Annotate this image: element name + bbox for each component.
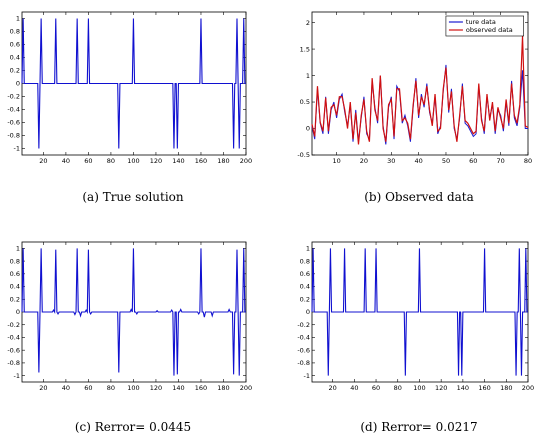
x-tick-label: 40: [62, 384, 70, 392]
y-tick-label: -0.6: [297, 346, 310, 354]
x-tick-label: 200: [240, 157, 252, 165]
y-tick-label: 0.6: [300, 270, 310, 278]
x-tick-label: 100: [413, 384, 425, 392]
y-tick-label: 0: [16, 80, 20, 88]
legend-label: ture data: [466, 18, 496, 26]
y-tick-label: 0.2: [300, 295, 310, 303]
x-tick-label: 160: [195, 384, 207, 392]
legend-label: observed data: [466, 26, 513, 34]
signal-line: [21, 18, 246, 149]
signal-line: [21, 248, 246, 376]
y-tick-label: 0.2: [10, 295, 20, 303]
caption-observed-data: (b) Observed data: [364, 190, 474, 204]
y-tick-label: -0.8: [7, 132, 20, 140]
x-tick-label: 100: [127, 157, 139, 165]
y-tick-label: 2: [306, 19, 310, 27]
x-tick-label: 140: [172, 157, 184, 165]
y-tick-label: 0.6: [10, 41, 20, 49]
y-tick-label: 0.4: [10, 54, 20, 62]
x-tick-label: 60: [372, 384, 380, 392]
y-tick-label: -0.8: [297, 359, 310, 367]
y-tick-label: -0.2: [7, 321, 20, 329]
x-tick-label: 120: [150, 384, 162, 392]
x-tick-label: 40: [414, 157, 422, 165]
y-tick-label: 0.8: [10, 28, 20, 36]
y-tick-label: -0.2: [297, 321, 310, 329]
x-tick-label: 70: [497, 157, 505, 165]
y-tick-label: -0.6: [7, 119, 20, 127]
axes-box: [311, 11, 529, 156]
y-tick-label: 0: [306, 125, 310, 133]
signal-line: [311, 248, 528, 376]
y-tick-label: -0.4: [7, 106, 20, 114]
y-tick-label: 0.2: [10, 67, 20, 75]
y-tick-label: 0.6: [10, 270, 20, 278]
y-tick-label: -0.5: [297, 151, 310, 159]
x-tick-label: 160: [195, 157, 207, 165]
x-tick-label: 80: [107, 157, 115, 165]
y-tick-label: 0.4: [300, 283, 310, 291]
x-tick-label: 20: [360, 157, 368, 165]
y-tick-label: 1: [16, 15, 20, 23]
x-tick-label: 180: [217, 384, 229, 392]
y-tick-label: -0.2: [7, 93, 20, 101]
x-tick-label: 20: [328, 384, 336, 392]
y-tick-label: 0.4: [10, 283, 20, 291]
chart-true-solution: 1 0.8 0.6 0.4 0.2 0 -0.2 -0.4 -0.6 -0.8 -1 20 40 60 80…: [7, 11, 252, 165]
x-tick-label: 30: [387, 157, 395, 165]
x-tick-label: 100: [127, 384, 139, 392]
x-tick-label: 200: [240, 384, 252, 392]
y-tick-label: 1: [306, 72, 310, 80]
y-tick-label: 1: [16, 245, 20, 253]
y-tick-label: -0.8: [7, 359, 20, 367]
x-tick-label: 140: [172, 384, 184, 392]
x-tick-label: 160: [478, 384, 490, 392]
chart-rerror-0445: 1 0.8 0.6 0.4 0.2 0 -0.2 -0.4 -0.6 -0.8 -1 20 40 60 80…: [7, 241, 252, 392]
x-tick-label: 140: [457, 384, 469, 392]
chart-observed-data: 2 1.5 1 0.5 0 -0.5 10 20 30 40 50 60 70 80 ture dataob…: [297, 11, 532, 165]
x-tick-label: 20: [39, 384, 47, 392]
x-tick-label: 80: [394, 384, 402, 392]
caption-true-solution: (a) True solution: [82, 190, 184, 204]
chart-rerror-0217: 1 0.8 0.6 0.4 0.2 0 -0.2 -0.4 -0.6 -0.8 -1 20 40 60 80…: [297, 241, 534, 392]
x-tick-label: 180: [500, 384, 512, 392]
x-tick-label: 180: [217, 157, 229, 165]
x-tick-label: 10: [332, 157, 340, 165]
x-tick-label: 200: [522, 384, 534, 392]
x-tick-label: 120: [150, 157, 162, 165]
caption-rerror-0217: (d) Rerror= 0.0217: [360, 420, 478, 434]
y-tick-label: 0.5: [300, 98, 310, 106]
y-tick-label: -1: [304, 372, 310, 380]
y-tick-label: 0.8: [10, 257, 20, 265]
series-line-observed: [311, 35, 529, 145]
x-tick-label: 20: [39, 157, 47, 165]
y-tick-label: -1: [14, 145, 20, 153]
x-tick-label: 60: [469, 157, 477, 165]
x-tick-label: 60: [84, 157, 92, 165]
y-tick-label: 0: [306, 308, 310, 316]
y-tick-label: -0.4: [7, 334, 20, 342]
x-tick-label: 80: [524, 157, 532, 165]
x-tick-label: 40: [62, 157, 70, 165]
y-tick-label: 1: [306, 245, 310, 253]
x-tick-label: 40: [350, 384, 358, 392]
x-tick-label: 50: [442, 157, 450, 165]
y-tick-label: -0.4: [297, 334, 310, 342]
y-tick-label: -1: [14, 372, 20, 380]
legend-box: [445, 15, 524, 37]
y-tick-label: 0: [16, 308, 20, 316]
y-tick-label: -0.6: [7, 346, 20, 354]
x-tick-label: 60: [84, 384, 92, 392]
y-tick-label: 0.8: [300, 257, 310, 265]
x-tick-label: 120: [435, 384, 447, 392]
caption-rerror-0445: (c) Rerror= 0.0445: [74, 420, 192, 434]
y-tick-label: 1.5: [300, 45, 310, 53]
x-tick-label: 80: [107, 384, 115, 392]
